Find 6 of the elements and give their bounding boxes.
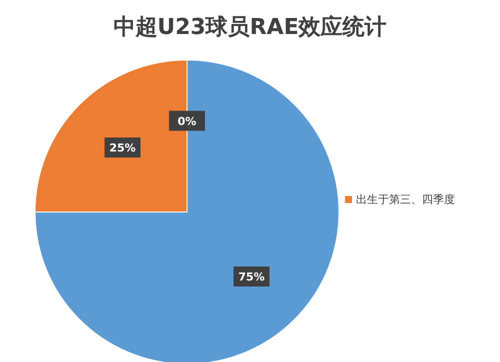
text: 0% [178,114,196,128]
legend-label: 出生于第三、四季度 [356,193,455,206]
pie-slice [34,60,340,362]
data-label: 75% [238,270,265,284]
chart-title: 中超U23球员RAE效应统计 [113,14,387,40]
data-label: 25% [109,142,136,155]
